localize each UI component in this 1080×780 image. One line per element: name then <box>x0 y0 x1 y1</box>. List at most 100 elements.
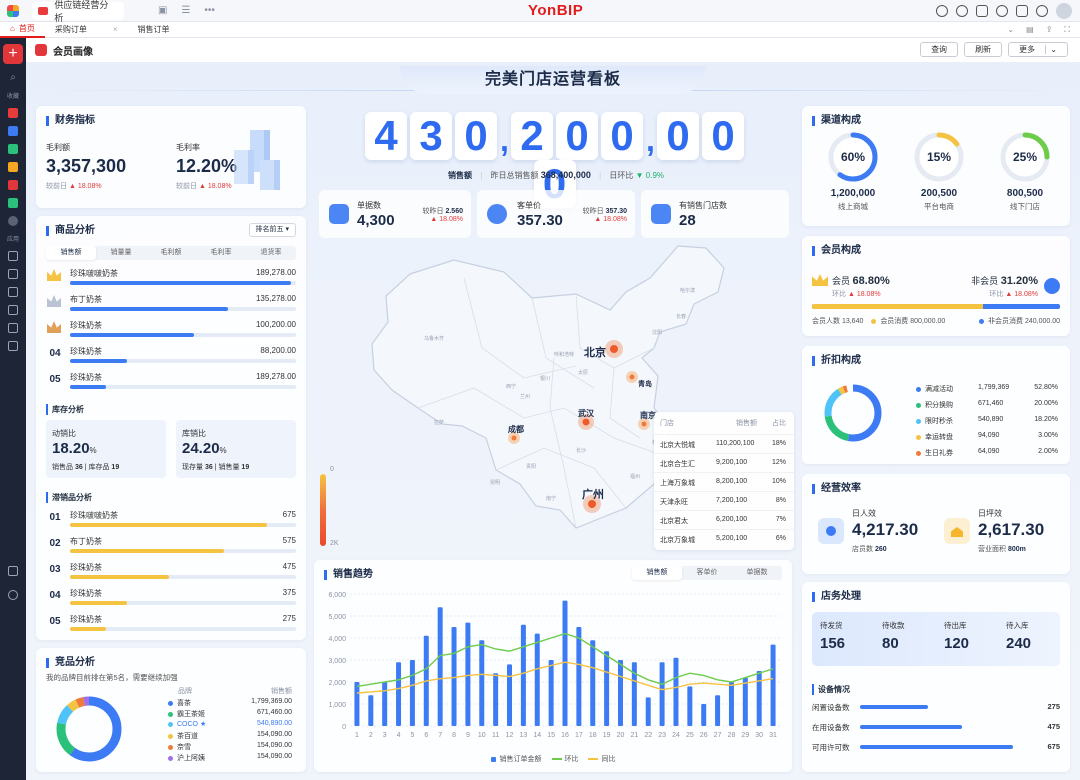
bar[interactable] <box>368 695 374 726</box>
tab-orders[interactable]: 单据数 <box>746 569 768 576</box>
layers-icon[interactable]: ☰ <box>181 5 191 16</box>
tab-sales-order[interactable]: 销售订单 <box>128 22 180 38</box>
channel-item[interactable]: 15% 200,500 平台电商 <box>904 130 974 220</box>
task-item[interactable]: 待收款 80 <box>882 620 938 652</box>
gear-icon[interactable] <box>1036 5 1048 17</box>
bar[interactable] <box>382 682 388 726</box>
task-item[interactable]: 待入库 240 <box>1006 620 1062 652</box>
tab-volume[interactable]: 销量量 <box>110 249 132 256</box>
bar[interactable] <box>659 662 665 726</box>
bar[interactable] <box>756 671 762 726</box>
avatar[interactable] <box>1056 3 1072 19</box>
check-app-icon[interactable] <box>8 198 18 208</box>
tab-avg-price[interactable]: 客单价 <box>696 569 718 576</box>
close-icon[interactable]: × <box>112 25 118 34</box>
bar[interactable] <box>701 704 707 726</box>
bar[interactable] <box>493 673 499 726</box>
bar[interactable] <box>687 686 693 726</box>
bar[interactable] <box>396 662 402 726</box>
bar[interactable] <box>520 624 526 726</box>
task-item[interactable]: 待发货 156 <box>820 620 876 652</box>
slow-row[interactable]: 04 珍珠奶茶 375 <box>46 588 296 608</box>
bar[interactable] <box>742 677 748 726</box>
app-grid-icon[interactable] <box>0 0 26 22</box>
bar[interactable] <box>479 640 485 726</box>
edit-app-icon[interactable] <box>8 126 18 136</box>
tab-purchase-order[interactable]: 采购订单 × <box>45 22 128 38</box>
user-app-icon[interactable] <box>8 180 18 190</box>
bar[interactable] <box>451 627 457 726</box>
goods-row[interactable]: 布丁奶茶 135,278.00 <box>46 294 296 314</box>
bar[interactable] <box>645 697 651 726</box>
query-button[interactable]: 查询 <box>920 42 959 57</box>
bar[interactable] <box>673 657 679 726</box>
bar[interactable] <box>576 627 582 726</box>
settings-icon[interactable] <box>8 590 18 600</box>
bar[interactable] <box>437 607 443 726</box>
home-app-icon[interactable] <box>8 251 18 261</box>
bar[interactable] <box>770 644 776 726</box>
card-app-icon[interactable] <box>8 323 18 333</box>
bar[interactable] <box>465 622 471 726</box>
bar[interactable] <box>548 660 554 726</box>
tab-sales[interactable]: 销售额 <box>46 246 96 260</box>
window-icon[interactable]: ▣ <box>158 5 168 16</box>
chart-app-icon[interactable] <box>8 108 18 118</box>
tab-home[interactable]: ⌂ 首页 <box>0 22 45 38</box>
bar[interactable] <box>409 660 415 726</box>
refresh-button[interactable]: 刷新 <box>964 42 1003 57</box>
task-item[interactable]: 待出库 120 <box>944 620 1000 652</box>
store-row[interactable]: 北京君太 6,200,100 7% <box>654 510 794 528</box>
bar[interactable] <box>728 682 734 726</box>
bar[interactable] <box>590 640 596 726</box>
slow-row[interactable]: 01 珍珠啵啵奶茶 675 <box>46 510 296 530</box>
layout-icon[interactable]: ▤ <box>1026 24 1034 34</box>
doc-app-icon[interactable] <box>8 144 18 154</box>
goods-row[interactable]: 珍珠啵啵奶茶 189,278.00 <box>46 268 296 288</box>
search-icon[interactable] <box>936 5 948 17</box>
rank-dropdown[interactable]: 排名前五 ▾ <box>248 223 296 237</box>
calendar-icon[interactable] <box>1016 5 1028 17</box>
folder-icon[interactable] <box>8 566 18 576</box>
goods-row[interactable]: 04 珍珠奶茶 88,200.00 <box>46 346 296 366</box>
search-icon[interactable]: ⌕ <box>10 72 16 83</box>
tab-sales[interactable]: 销售额 <box>632 566 682 580</box>
store-row[interactable]: 北京万象城 5,200,100 6% <box>654 529 794 547</box>
more-icon[interactable]: ••• <box>204 5 215 16</box>
help-icon[interactable] <box>956 5 968 17</box>
list-app-icon[interactable] <box>8 305 18 315</box>
chat-app-icon[interactable] <box>8 341 18 351</box>
bar[interactable] <box>354 682 360 726</box>
chevron-down-icon[interactable]: ⌄ <box>1007 24 1015 34</box>
sync-icon[interactable] <box>996 5 1008 17</box>
bar[interactable] <box>534 633 540 726</box>
bar[interactable] <box>507 664 513 726</box>
goods-row[interactable]: 珍珠奶茶 100,200.00 <box>46 320 296 340</box>
add-button[interactable]: + <box>3 44 23 64</box>
fullscreen-icon[interactable]: ⛶ <box>1064 24 1070 34</box>
tab-profit[interactable]: 毛利额 <box>160 249 182 256</box>
store-row[interactable]: 天津永旺 7,200,100 8% <box>654 491 794 509</box>
comment-app-icon[interactable] <box>8 269 18 279</box>
store-row[interactable]: 上海万象城 8,200,100 10% <box>654 472 794 490</box>
message-icon[interactable] <box>976 5 988 17</box>
store-row[interactable]: 北京合生汇 9,200,100 12% <box>654 453 794 471</box>
slow-row[interactable]: 03 珍珠奶茶 475 <box>46 562 296 582</box>
slow-row[interactable]: 02 布丁奶茶 575 <box>46 536 296 556</box>
bar[interactable] <box>631 662 637 726</box>
store-row[interactable]: 北京大悦城 110,200,100 18% <box>654 434 794 452</box>
tab-return[interactable]: 退货率 <box>260 249 282 256</box>
bar[interactable] <box>604 651 610 726</box>
bar[interactable] <box>617 660 623 726</box>
goods-row[interactable]: 05 珍珠奶茶 189,278.00 <box>46 372 296 392</box>
bar[interactable] <box>715 695 721 726</box>
folder-app-icon[interactable] <box>8 162 18 172</box>
bar[interactable] <box>562 600 568 726</box>
slow-row[interactable]: 05 珍珠奶茶 275 <box>46 614 296 634</box>
doc-tab[interactable]: 供应链经营分析 <box>32 0 124 23</box>
more-button[interactable]: 更多 ⌄ <box>1008 42 1068 57</box>
report-app-icon[interactable] <box>8 287 18 297</box>
channel-item[interactable]: 60% 1,200,000 线上商城 <box>818 130 888 220</box>
tab-margin[interactable]: 毛利率 <box>210 249 232 256</box>
pin-icon[interactable]: ⇪ <box>1045 24 1053 34</box>
